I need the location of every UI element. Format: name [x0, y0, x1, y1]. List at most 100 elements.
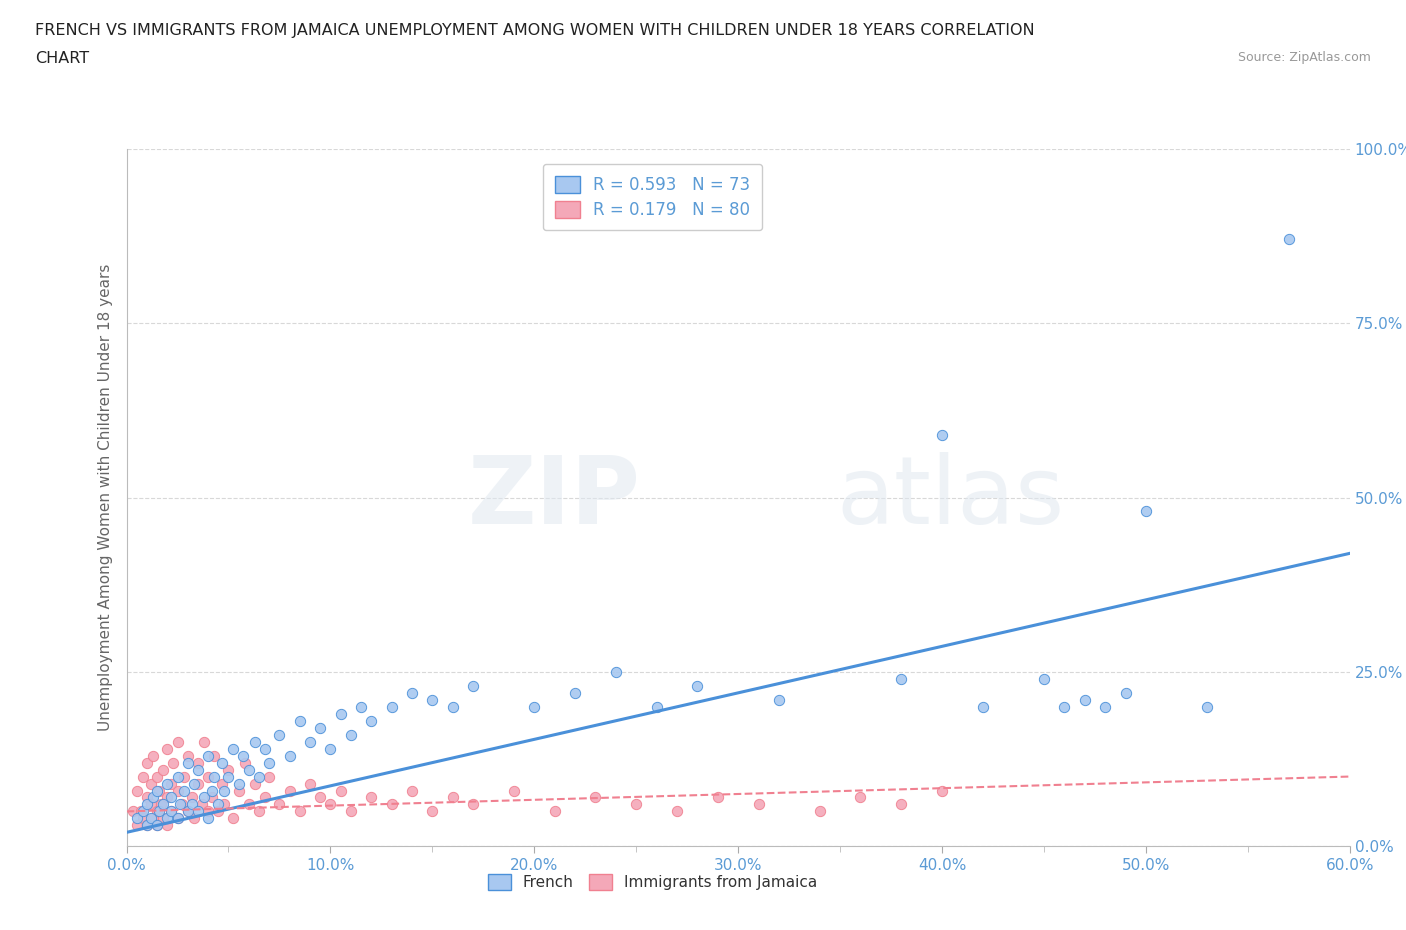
Point — [217, 763, 239, 777]
Point — [931, 783, 953, 798]
Point — [193, 735, 215, 750]
Point — [269, 727, 291, 742]
Point — [152, 763, 174, 777]
Point — [183, 811, 205, 826]
Point — [441, 699, 464, 714]
Point — [360, 713, 382, 728]
Point — [503, 783, 526, 798]
Point — [191, 797, 214, 812]
Point — [169, 797, 191, 812]
Point — [156, 818, 179, 833]
Point — [1195, 699, 1218, 714]
Point — [931, 428, 953, 443]
Point — [422, 804, 444, 819]
Point — [329, 707, 352, 722]
Point — [187, 763, 209, 777]
Point — [319, 741, 342, 756]
Point — [132, 769, 155, 784]
Point — [187, 776, 209, 790]
Point — [207, 804, 229, 819]
Point — [125, 811, 148, 826]
Point — [1094, 699, 1116, 714]
Point — [340, 727, 363, 742]
Point — [523, 699, 546, 714]
Point — [132, 811, 155, 826]
Point — [1135, 504, 1157, 519]
Point — [146, 804, 169, 819]
Point — [125, 783, 148, 798]
Point — [238, 797, 260, 812]
Point — [768, 692, 790, 708]
Point — [890, 797, 912, 812]
Point — [1053, 699, 1076, 714]
Point — [125, 818, 148, 833]
Point — [202, 748, 225, 763]
Point — [288, 804, 311, 819]
Point — [156, 790, 179, 805]
Text: CHART: CHART — [35, 51, 89, 66]
Point — [319, 797, 342, 812]
Point — [422, 692, 444, 708]
Point — [228, 783, 250, 798]
Point — [152, 797, 174, 812]
Point — [142, 790, 165, 805]
Point — [243, 776, 266, 790]
Point — [148, 804, 170, 819]
Point — [197, 748, 219, 763]
Point — [441, 790, 464, 805]
Point — [156, 741, 179, 756]
Point — [156, 776, 179, 790]
Point — [166, 735, 188, 750]
Point — [221, 811, 243, 826]
Point — [150, 797, 173, 812]
Point — [585, 790, 607, 805]
Point — [288, 713, 311, 728]
Point — [748, 797, 770, 812]
Text: FRENCH VS IMMIGRANTS FROM JAMAICA UNEMPLOYMENT AMONG WOMEN WITH CHILDREN UNDER 1: FRENCH VS IMMIGRANTS FROM JAMAICA UNEMPL… — [35, 23, 1035, 38]
Point — [1074, 692, 1097, 708]
Point — [183, 776, 205, 790]
Point — [217, 769, 239, 784]
Point — [254, 790, 277, 805]
Point — [202, 769, 225, 784]
Point — [160, 804, 183, 819]
Point — [193, 790, 215, 805]
Point — [1033, 671, 1056, 686]
Point — [201, 790, 224, 805]
Point — [197, 804, 219, 819]
Point — [299, 735, 322, 750]
Point — [849, 790, 872, 805]
Point — [238, 763, 260, 777]
Point — [139, 776, 162, 790]
Point — [177, 804, 200, 819]
Point — [605, 665, 627, 680]
Point — [146, 818, 169, 833]
Point — [166, 783, 188, 798]
Point — [254, 741, 277, 756]
Point — [139, 811, 162, 826]
Point — [135, 818, 157, 833]
Point — [380, 699, 404, 714]
Point — [278, 748, 301, 763]
Point — [1114, 685, 1136, 700]
Point — [247, 804, 270, 819]
Point — [160, 776, 183, 790]
Point — [211, 776, 233, 790]
Point — [187, 804, 209, 819]
Point — [129, 804, 152, 819]
Point — [177, 804, 200, 819]
Point — [173, 783, 195, 798]
Point — [121, 804, 143, 819]
Point — [329, 783, 352, 798]
Point — [706, 790, 728, 805]
Point — [139, 797, 162, 812]
Point — [135, 790, 157, 805]
Point — [166, 811, 188, 826]
Point — [543, 804, 565, 819]
Point — [309, 720, 332, 735]
Point — [808, 804, 831, 819]
Point — [247, 769, 270, 784]
Point — [180, 797, 202, 812]
Point — [233, 755, 256, 770]
Point — [197, 811, 219, 826]
